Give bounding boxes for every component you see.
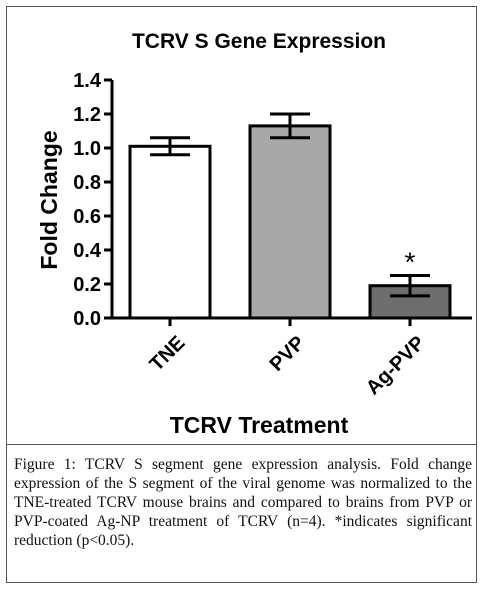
x-axis-label: TCRV Treatment	[170, 412, 349, 438]
x-tick-label-0: TNE	[146, 332, 190, 376]
x-tick-label-1: PVP	[266, 332, 310, 376]
y-axis-label: Fold Change	[36, 130, 62, 269]
x-tick-label-2: Ag-PVP	[362, 332, 429, 399]
y-tick-label-7: 1.4	[73, 70, 102, 92]
y-tick-label-1: 0.2	[73, 274, 101, 296]
y-tick-label-4: 0.8	[73, 172, 101, 194]
y-tick-label-6: 1.2	[73, 104, 101, 126]
y-tick-label-2: 0.4	[73, 240, 102, 262]
significance-star: *	[405, 247, 416, 278]
y-tick-label-3: 0.6	[73, 206, 101, 228]
bar-chart: TCRV S Gene Expression Fold Change TCRV …	[36, 30, 472, 438]
y-tick-label-0: 0.0	[73, 308, 101, 330]
chart-title: TCRV S Gene Expression	[132, 30, 386, 53]
y-tick-label-5: 1.0	[73, 138, 101, 160]
caption-text: TCRV S segment gene expression analysis.…	[14, 456, 472, 549]
figure-caption: Figure 1: TCRV S segment gene expression…	[14, 455, 472, 550]
caption-label: Figure 1:	[14, 456, 76, 473]
bar-pvp	[248, 124, 332, 320]
bar-tne	[128, 144, 212, 320]
caption-box	[7, 444, 476, 582]
plot-area: 0.0 0.2 0.4 0.6 0.8 1.0 1.2 1.4 TNE PVP Ag-PVP *	[73, 70, 472, 399]
